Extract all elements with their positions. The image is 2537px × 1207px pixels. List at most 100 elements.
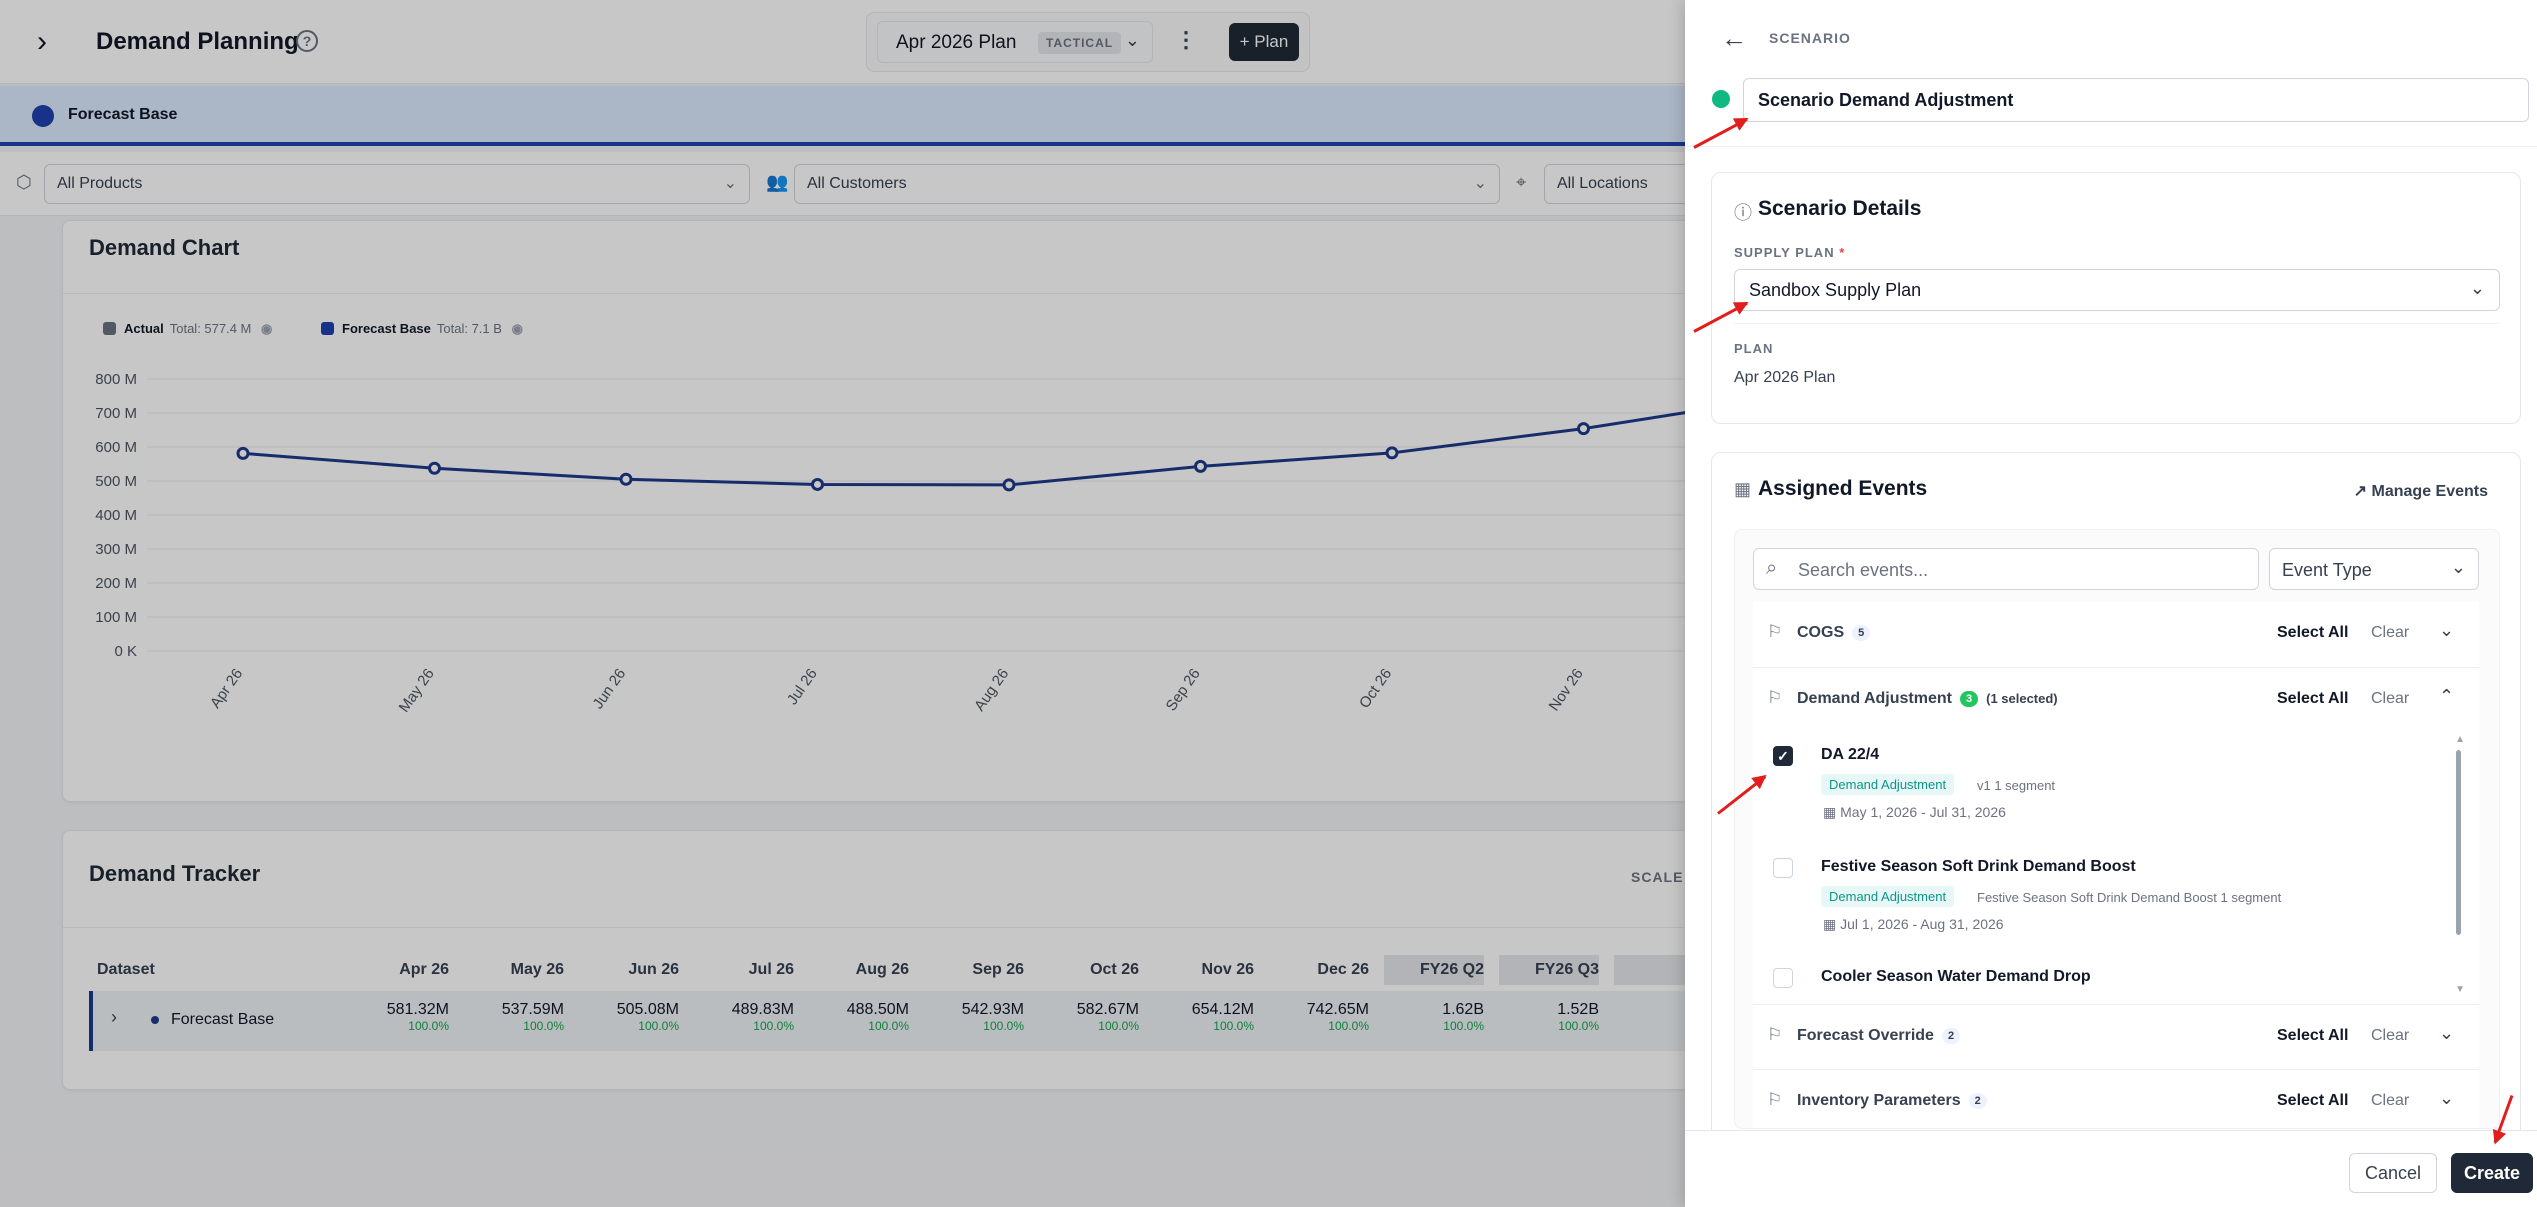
event-checkbox[interactable]: ✓ bbox=[1773, 746, 1793, 766]
divider bbox=[1685, 146, 2537, 147]
chevron-down-icon: ⌄ bbox=[723, 175, 737, 192]
cell-value: 742.65M bbox=[1306, 1001, 1369, 1018]
demand-tracker-title: Demand Tracker bbox=[89, 861, 261, 886]
customers-filter[interactable]: All Customers ⌄ bbox=[794, 164, 1500, 204]
column-header: Aug 26 bbox=[855, 961, 909, 978]
flag-icon: ⚐ bbox=[1767, 1090, 1783, 1109]
chevron-down-icon[interactable]: ⌄ bbox=[2439, 1088, 2455, 1108]
search-events-input[interactable]: ⌕ Search events... bbox=[1753, 548, 2259, 590]
clear-button[interactable]: Clear bbox=[2371, 690, 2410, 707]
event-group-forecast-override[interactable]: ⚐ Forecast Override 2 Select All Clear ⌄ bbox=[1753, 1004, 2479, 1070]
table-row[interactable]: › Forecast Base 581.32M 100.0% 537.59M 100.… bbox=[89, 991, 1749, 1051]
scrollbar[interactable] bbox=[2456, 750, 2461, 935]
cell-value: 581.32M bbox=[386, 1001, 449, 1018]
scale-label: SCALE bbox=[1631, 869, 1684, 885]
demand-line-chart: 800 M 700 M 600 M 500 M 400 M 300 M 200 M 100 M… bbox=[95, 371, 1723, 716]
section-title: Scenario Details bbox=[1758, 197, 1922, 220]
table-cell: 742.65M 100.0% bbox=[1269, 1001, 1369, 1033]
legend-swatch bbox=[321, 322, 334, 335]
event-list: ▲ ▼ ✓ DA 22/4 Demand Adjustment v1 1 seg… bbox=[1753, 734, 2479, 1004]
cell-value: 582.67M bbox=[1076, 1001, 1139, 1018]
data-point[interactable] bbox=[1194, 459, 1207, 473]
cell-value: 489.83M bbox=[731, 1001, 794, 1018]
legend-forecast-base[interactable]: Forecast Base Total: 7.1 B ◉ bbox=[321, 321, 523, 337]
event-checkbox[interactable] bbox=[1773, 968, 1793, 988]
data-point[interactable] bbox=[811, 477, 824, 491]
plan-label: PLAN bbox=[1734, 341, 1774, 356]
table-cell: 1.62B 100.0% bbox=[1384, 1001, 1484, 1033]
group-name-text: COGS bbox=[1797, 624, 1845, 641]
products-filter[interactable]: All Products ⌄ bbox=[44, 164, 750, 204]
event-date: ▦ Jul 1, 2026 - Aug 31, 2026 bbox=[1823, 916, 2004, 933]
chevron-down-icon[interactable]: ⌄ bbox=[2439, 620, 2455, 640]
chevron-down-icon: ⌄ bbox=[2450, 557, 2466, 577]
group-name: Demand Adjustment 3 (1 selected) bbox=[1797, 690, 2058, 708]
create-button[interactable]: Create bbox=[2451, 1153, 2533, 1193]
event-group-demand-adjustment[interactable]: ⚐ Demand Adjustment 3 (1 selected) Select … bbox=[1753, 668, 2479, 734]
cell-percent: 100.0% bbox=[408, 1019, 449, 1033]
selected-note: (1 selected) bbox=[1986, 691, 2058, 706]
event-date: ▦ May 1, 2026 - Jul 31, 2026 bbox=[1823, 804, 2006, 821]
demand-tracker-card: Demand Tracker SCALE Dataset Apr 26 May 2… bbox=[62, 830, 1749, 1090]
y-tick-label: 0 K bbox=[114, 643, 137, 660]
select-all-button[interactable]: Select All bbox=[2277, 624, 2349, 641]
data-point[interactable] bbox=[1002, 478, 1016, 492]
chevron-up-icon[interactable]: ⌃ bbox=[2439, 686, 2455, 706]
more-options-icon[interactable]: ⋮ bbox=[1175, 27, 1197, 52]
legend-actual[interactable]: Actual Total: 577.4 M ◉ bbox=[103, 321, 272, 337]
plan-selector[interactable]: Apr 2026 Plan TACTICAL ⌄ bbox=[877, 21, 1153, 63]
expand-row-icon[interactable]: › bbox=[111, 1007, 117, 1027]
clear-button[interactable]: Clear bbox=[2371, 1027, 2410, 1044]
data-point[interactable] bbox=[1577, 422, 1590, 436]
clear-button[interactable]: Clear bbox=[2371, 624, 2410, 641]
select-all-button[interactable]: Select All bbox=[2277, 1027, 2349, 1044]
expand-sidebar-icon[interactable]: › bbox=[37, 25, 47, 58]
group-name-text: Forecast Override bbox=[1797, 1027, 1934, 1044]
supply-plan-label-text: SUPPLY PLAN bbox=[1734, 245, 1835, 260]
scenario-color-dot[interactable] bbox=[1712, 90, 1730, 108]
manage-events-label: Manage Events bbox=[2371, 483, 2488, 500]
back-arrow-icon[interactable]: ← bbox=[1721, 23, 1747, 53]
chevron-down-icon[interactable]: ⌄ bbox=[2439, 1023, 2455, 1043]
group-count: 5 bbox=[1852, 625, 1871, 641]
flag-icon: ⚐ bbox=[1767, 1025, 1783, 1044]
y-tick-label: 500 M bbox=[95, 473, 137, 490]
y-tick-label: 400 M bbox=[95, 507, 137, 524]
series-dot bbox=[151, 1016, 159, 1024]
table-cell: 654.12M 100.0% bbox=[1154, 1001, 1254, 1033]
column-header: Sep 26 bbox=[972, 961, 1024, 978]
cell-value: 537.59M bbox=[501, 1001, 564, 1018]
chevron-down-icon: ⌄ bbox=[1473, 175, 1487, 192]
modal-overlay[interactable] bbox=[0, 0, 1685, 1207]
divider bbox=[63, 927, 1723, 928]
event-group-inventory-parameters[interactable]: ⚐ Inventory Parameters 2 Select All Clear… bbox=[1753, 1070, 2479, 1128]
y-tick-label: 800 M bbox=[95, 371, 137, 388]
data-point[interactable] bbox=[428, 461, 441, 475]
eye-icon[interactable]: ◉ bbox=[511, 321, 523, 336]
group-name: Forecast Override 2 bbox=[1797, 1027, 1961, 1045]
group-count: 3 bbox=[1959, 691, 1979, 707]
select-all-button[interactable]: Select All bbox=[2277, 1092, 2349, 1109]
data-point[interactable] bbox=[619, 472, 633, 486]
data-point[interactable] bbox=[1385, 446, 1399, 460]
scroll-down-icon[interactable]: ▼ bbox=[2455, 984, 2465, 995]
event-group-cogs[interactable]: ⚐ COGS 5 Select All Clear ⌄ bbox=[1753, 602, 2479, 668]
eye-icon[interactable]: ◉ bbox=[261, 321, 273, 336]
cancel-button[interactable]: Cancel bbox=[2349, 1153, 2437, 1193]
manage-events-link[interactable]: ↗ Manage Events bbox=[2354, 481, 2488, 501]
help-icon[interactable]: ? bbox=[296, 30, 318, 52]
data-point[interactable] bbox=[236, 446, 250, 460]
clear-button[interactable]: Clear bbox=[2371, 1092, 2410, 1109]
y-tick-label: 700 M bbox=[95, 405, 137, 422]
add-plan-button[interactable]: + Plan bbox=[1229, 23, 1299, 61]
group-name: Inventory Parameters 2 bbox=[1797, 1092, 1987, 1110]
demand-chart-card: Demand Chart Actual Total: 577.4 M ◉ Fore… bbox=[62, 220, 1723, 802]
event-checkbox[interactable] bbox=[1773, 858, 1793, 878]
supply-plan-select[interactable]: Sandbox Supply Plan ⌄ bbox=[1734, 269, 2500, 311]
event-type-select[interactable]: Event Type ⌄ bbox=[2269, 548, 2479, 590]
scenario-name-input[interactable] bbox=[1743, 78, 2529, 122]
assigned-events-section: ▦ Assigned Events ↗ Manage Events ⌕ Sear… bbox=[1711, 452, 2521, 1152]
scenario-bar-label[interactable]: Forecast Base bbox=[68, 106, 178, 123]
select-all-button[interactable]: Select All bbox=[2277, 690, 2349, 707]
scroll-up-icon[interactable]: ▲ bbox=[2455, 734, 2465, 745]
